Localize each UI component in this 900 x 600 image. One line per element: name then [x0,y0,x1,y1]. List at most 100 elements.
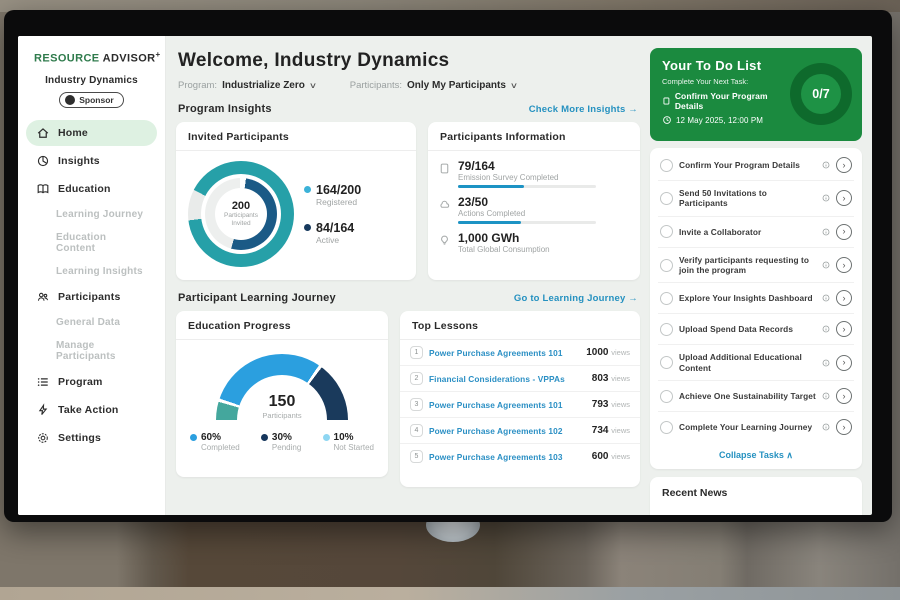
actions-icon [440,200,450,208]
task-checkbox[interactable] [660,258,673,272]
lesson-views: 803 views [592,373,630,384]
task-checkbox[interactable] [660,356,673,370]
legend-value: 164/200 [316,183,362,197]
task-checkbox[interactable] [660,291,673,305]
sponsor-badge-label: Sponsor [79,94,114,105]
task-open-button[interactable]: › [836,419,852,436]
lesson-link[interactable]: Power Purchase Agreements 103 [429,451,563,462]
sidebar-item-learning-journey[interactable]: Learning Journey [26,204,157,225]
app-logo: RESOURCE ADVISOR+ [18,48,165,75]
logo-resource: RESOURCE [34,52,100,65]
task-open-button[interactable]: › [836,354,852,371]
donut-center: 200 Participants Invited [215,188,267,240]
task-open-button[interactable]: › [836,388,852,405]
collapse-tasks-link[interactable]: Collapse Tasks ∧ [719,450,793,461]
gauge-area: 150 Participants [176,340,388,420]
progress-bar [458,221,596,224]
participants-filter-value: Only My Participants [407,80,506,91]
task-row: Achieve One Sustainability Target › [658,381,854,413]
views-count: 734 [591,425,609,436]
sidebar-item-education[interactable]: Education [26,176,157,202]
task-checkbox[interactable] [660,191,673,205]
lesson-link[interactable]: Power Purchase Agreements 101 [429,399,563,410]
donut-center-value: 200 [231,199,251,212]
sidebar-item-label: Program [58,375,103,388]
task-label: Upload Spend Data Records [679,324,794,335]
gauge-center: 150 Participants [216,393,348,420]
lesson-link[interactable]: Power Purchase Agreements 101 [429,347,563,358]
card-title: Top Lessons [400,311,640,340]
task-open-button[interactable]: › [836,190,852,207]
invited-legend: 164/200 Registered 84/164 Active [304,183,361,245]
task-checkbox[interactable] [660,225,673,239]
info-icon[interactable] [822,194,830,202]
info-icon[interactable] [822,261,830,269]
task-open-button[interactable]: › [836,290,852,307]
link-label: Go to Learning Journey [513,292,626,304]
task-open-button[interactable]: › [836,223,852,240]
views-suffix: views [611,348,630,357]
check-more-insights-link[interactable]: Check More Insights → [529,104,638,115]
sidebar-item-settings[interactable]: Settings [26,425,157,451]
lesson-rank: 3 [410,398,423,411]
info-icon[interactable] [822,423,830,431]
legend-label: Registered [316,197,358,207]
info-icon[interactable] [822,325,830,333]
lesson-link[interactable]: Power Purchase Agreements 102 [429,425,563,436]
lesson-link[interactable]: Financial Considerations - VPPAs [429,373,565,384]
info-icon[interactable] [822,294,830,302]
card-title: Invited Participants [176,122,416,151]
invited-participants-card: Invited Participants 200 Participants In… [176,122,416,280]
task-checkbox[interactable] [660,158,673,172]
task-open-button[interactable]: › [836,321,852,338]
todo-subtitle: Complete Your Next Task: [662,77,749,86]
task-checkbox[interactable] [660,389,673,403]
info-icon[interactable] [822,359,830,367]
sidebar-item-insights[interactable]: Insights [26,148,157,174]
stat-value: 79/164 [458,159,495,173]
sidebar-item-home[interactable]: Home [26,119,157,146]
sidebar-item-manage-participants[interactable]: Manage Participants [26,335,157,367]
task-checkbox[interactable] [660,322,673,336]
todo-due-date: 12 May 2025, 12:00 PM [662,115,784,125]
sidebar-item-label: Settings [58,431,102,444]
lesson-row: 2 Financial Considerations - VPPAs 803 v… [400,366,640,392]
learning-journey-header: Participant Learning Journey Go to Learn… [178,292,638,304]
legend-label: Not Started [333,443,374,452]
legend-label: Pending [271,443,302,452]
sidebar-item-take-action[interactable]: Take Action [26,397,157,423]
legend-registered: 164/200 Registered [304,183,361,207]
sidebar-item-program[interactable]: Program [26,369,157,395]
program-icon [37,377,48,386]
task-label: Send 50 Invitations to Participants [679,188,767,209]
program-filter[interactable]: Program: Industrialize Zero ∨ [178,80,317,91]
info-icon[interactable] [822,161,830,169]
sidebar-item-education-content[interactable]: Education Content [26,227,157,259]
logo-advisor: ADVISOR [102,52,156,65]
logo-plus: + [155,50,161,59]
program-filter-value: Industrialize Zero [222,80,305,91]
stat-actions-completed: 23/50 Actions Completed [438,195,628,224]
task-checkbox[interactable] [660,420,673,434]
task-open-button[interactable]: › [836,257,852,274]
invited-donut-chart: 200 Participants Invited [188,161,294,267]
sidebar-item-label: Manage Participants [56,339,116,362]
todo-counter: 0/7 [801,73,841,114]
go-to-learning-journey-link[interactable]: Go to Learning Journey → [514,293,638,304]
task-open-button[interactable]: › [836,157,852,173]
stat-global-consumption: 1,000 GWh Total Global Consumption [438,231,628,257]
sidebar-item-participants[interactable]: Participants [26,284,157,310]
info-icon[interactable] [822,228,830,236]
participants-filter[interactable]: Participants: Only My Participants ∨ [350,80,518,91]
sidebar-item-general-data[interactable]: General Data [26,312,157,333]
participants-info-body: 79/164 Emission Survey Completed 23/50 A… [428,151,640,257]
info-icon[interactable] [822,392,830,400]
gauge-center-value: 150 [268,393,296,410]
clipboard-icon [663,97,670,105]
sponsor-badge[interactable]: Sponsor [59,91,124,108]
lesson-rank: 2 [410,372,423,385]
content-column: Welcome, Industry Dynamics Program: Indus… [176,48,640,515]
stat-label: Emission Survey Completed [458,173,559,182]
legend-label: Active [316,235,340,245]
sidebar-item-learning-insights[interactable]: Learning Insights [26,261,157,282]
